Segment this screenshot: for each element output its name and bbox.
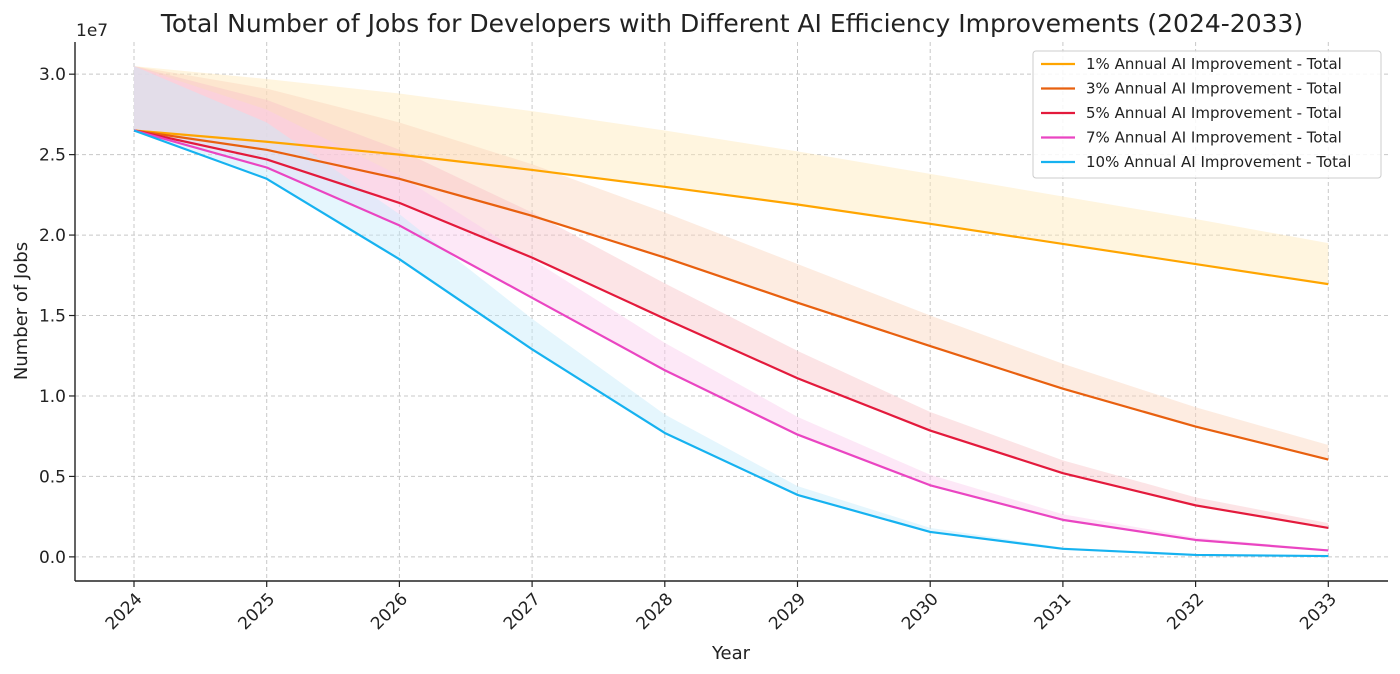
y-axis-offset-label: 1e7 [76, 21, 108, 41]
x-tick-label: 2025 [235, 589, 280, 634]
legend: 1% Annual AI Improvement - Total 3% Annua… [1032, 50, 1382, 179]
y-tick-label: 1.0 [39, 387, 66, 407]
y-tick-label: 1.5 [39, 307, 66, 327]
series-line [133, 129, 1329, 558]
y-axis-label: Number of Jobs [11, 242, 32, 380]
x-tick-label: 2024 [102, 589, 147, 634]
legend-label: 7% Annual AI Improvement - Total [1086, 129, 1342, 147]
y-tick-label: 2.5 [39, 146, 66, 166]
confidence-band [134, 66, 1329, 285]
series-line [133, 129, 1329, 286]
y-tick-label: 2.0 [39, 226, 66, 246]
axes [69, 42, 1388, 587]
x-tick-label: 2032 [1163, 589, 1208, 634]
chart-title: Total Number of Jobs for Developers with… [160, 9, 1303, 38]
x-tick-label: 2027 [500, 589, 545, 634]
x-tick-label: 2028 [633, 589, 678, 634]
x-tick-label: 2026 [367, 589, 412, 634]
y-tick-label: 0.0 [39, 548, 66, 568]
series-lines [133, 129, 1329, 558]
confidence-band [134, 66, 1329, 528]
confidence-bands [134, 66, 1329, 557]
legend-label: 5% Annual AI Improvement - Total [1086, 104, 1342, 122]
x-tick-label: 2030 [898, 589, 943, 634]
x-tick-label: 2033 [1296, 589, 1341, 634]
series-line [133, 129, 1329, 552]
legend-label: 1% Annual AI Improvement - Total [1086, 55, 1342, 73]
x-tick-label: 2031 [1031, 589, 1076, 634]
series-line [133, 129, 1329, 461]
legend-label: 3% Annual AI Improvement - Total [1086, 80, 1342, 98]
confidence-band [134, 66, 1329, 557]
series-line [133, 129, 1329, 529]
legend-label: 10% Annual AI Improvement - Total [1086, 153, 1351, 171]
y-tick-label: 3.0 [39, 65, 66, 85]
confidence-band [134, 66, 1329, 551]
y-tick-label: 0.5 [39, 467, 66, 487]
x-tick-label: 2029 [765, 589, 810, 634]
confidence-band [134, 66, 1329, 460]
x-axis-label: Year [711, 643, 751, 664]
legend-box [1032, 50, 1382, 179]
